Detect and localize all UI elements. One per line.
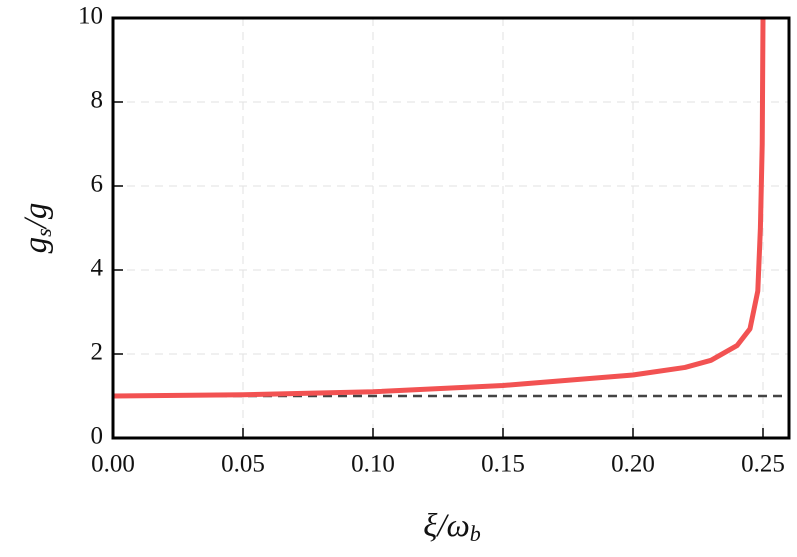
y-tick-label: 4: [91, 255, 104, 282]
y-tick-label: 10: [78, 3, 103, 30]
x-tick-label: 0.15: [481, 451, 525, 478]
y-axis-label: gs/g: [18, 203, 56, 254]
x-label-sub: b: [470, 521, 481, 546]
x-label-base: ξ/ω: [423, 508, 470, 544]
y-label-sub: s: [31, 228, 56, 237]
y-label-base: g: [18, 237, 54, 254]
x-tick-label: 0.25: [741, 451, 785, 478]
y-tick-label: 2: [91, 339, 104, 366]
curve: [112, 17, 766, 399]
x-axis-label: ξ/ωb: [423, 508, 481, 546]
plot-frame: [111, 16, 791, 440]
y-tick-label: 6: [91, 171, 104, 198]
y-tick-label: 8: [91, 87, 104, 114]
x-tick-label: 0.05: [221, 451, 265, 478]
y-tick-label: 0: [91, 423, 104, 450]
x-tick-label: 0.00: [91, 451, 135, 478]
x-tick-label: 0.20: [611, 451, 655, 478]
x-tick-label: 0.10: [351, 451, 395, 478]
y-label-rest: /g: [18, 203, 54, 231]
